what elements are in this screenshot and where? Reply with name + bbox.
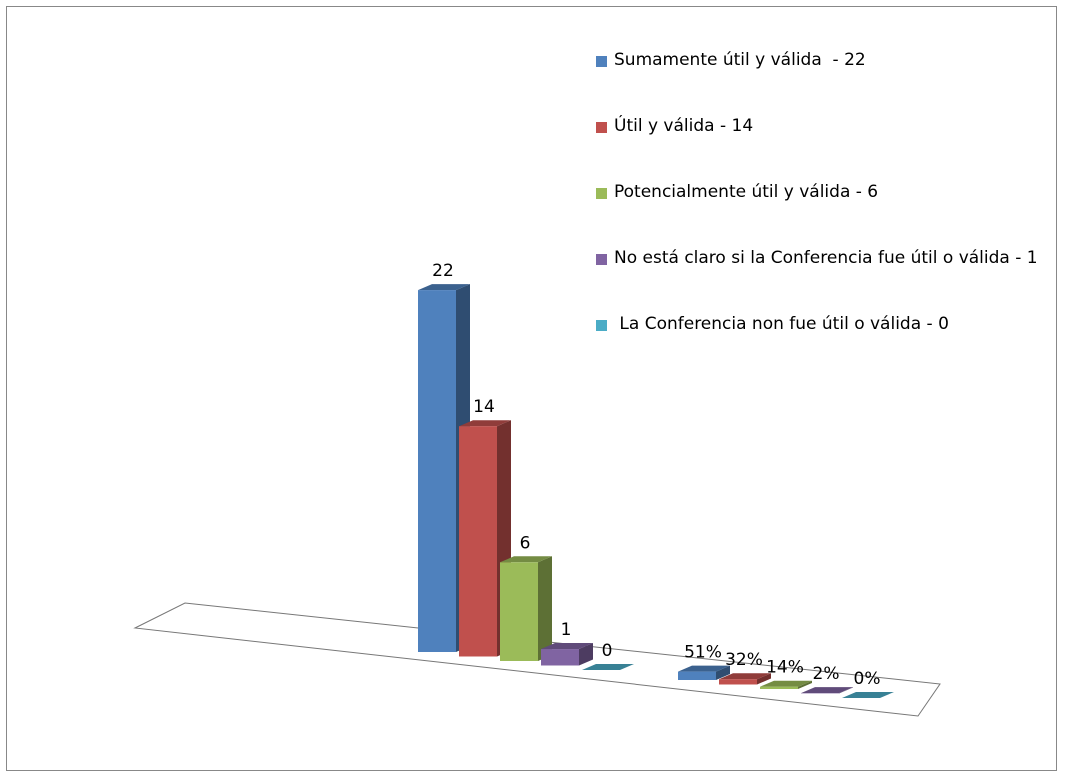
bar-side <box>538 556 552 661</box>
legend-item: Potencialmente útil y válida - 6 <box>596 180 1046 246</box>
data-label: 1 <box>561 620 572 640</box>
bar-side <box>716 665 730 680</box>
bar <box>459 426 497 657</box>
bar-side <box>798 680 812 689</box>
data-label: 51% <box>684 643 722 663</box>
legend-swatch <box>596 56 607 67</box>
legend-label: La Conferencia non fue útil o válida - 0 <box>614 314 949 334</box>
bar <box>541 649 579 666</box>
floor <box>133 602 941 717</box>
bar-top <box>801 687 853 694</box>
data-label: 0 <box>602 641 613 661</box>
legend-swatch <box>596 254 607 265</box>
data-label: 0% <box>854 669 881 689</box>
data-label: 32% <box>725 650 763 670</box>
bar-top <box>418 284 470 291</box>
bar-top <box>678 665 730 672</box>
bar-top <box>541 643 593 650</box>
bar-side <box>757 673 771 685</box>
legend-swatch <box>596 122 607 133</box>
bar-side <box>579 643 593 666</box>
bar-top <box>719 673 771 680</box>
legend-swatch <box>596 320 607 331</box>
bar-top <box>842 692 894 698</box>
legend-label: Útil y válida - 14 <box>614 116 754 136</box>
data-label: 14% <box>766 658 804 678</box>
data-label: 22 <box>432 261 454 281</box>
legend-label: Sumamente útil y válida - 22 <box>614 50 866 70</box>
legend-item: No está claro si la Conferencia fue útil… <box>596 246 1046 312</box>
data-label: 14 <box>473 397 495 417</box>
bar <box>418 290 456 652</box>
bar <box>678 671 716 680</box>
bar <box>500 562 538 661</box>
bar <box>760 686 798 689</box>
legend-label: No está claro si la Conferencia fue útil… <box>614 248 1038 268</box>
legend-label: Potencialmente útil y válida - 6 <box>614 182 879 202</box>
bar-top <box>459 420 511 427</box>
legend: Sumamente útil y válida - 22 Útil y válid… <box>596 48 1046 378</box>
data-label: 2% <box>813 664 840 684</box>
legend-item: Útil y válida - 14 <box>596 114 1046 180</box>
bar-side <box>839 687 853 694</box>
legend-item: La Conferencia non fue útil o válida - 0 <box>596 312 1046 378</box>
bar-top <box>582 664 634 670</box>
bars: 22 14 6 1 0 51% 32% 14% 2% 0% <box>418 261 894 698</box>
bar <box>719 679 757 685</box>
legend-item: Sumamente útil y válida - 22 <box>596 48 1046 114</box>
data-label: 6 <box>520 533 531 553</box>
bar-top <box>760 680 812 687</box>
legend-swatch <box>596 188 607 199</box>
bar-top <box>500 556 552 563</box>
